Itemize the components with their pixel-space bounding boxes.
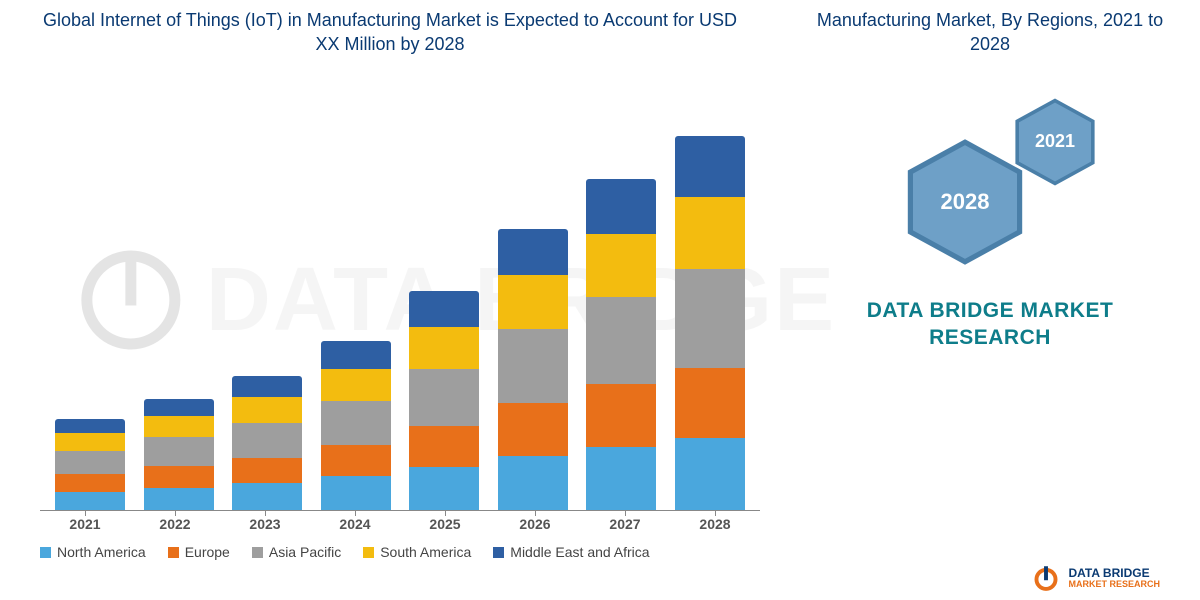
bar-segment [232, 376, 302, 397]
bar-stack [232, 376, 302, 510]
plot-frame [40, 70, 760, 510]
x-axis-labels: 2021 2022 2023 2024 2025 2026 2027 2028 [40, 516, 760, 532]
bar-segment [55, 492, 125, 510]
legend-label: Europe [185, 544, 230, 560]
legend-swatch [493, 547, 504, 558]
bar-segment [409, 426, 479, 467]
x-axis-label: 2022 [140, 516, 210, 532]
bar-segment [675, 438, 745, 510]
chart-title: Global Internet of Things (IoT) in Manuf… [0, 0, 780, 57]
x-axis-label: 2025 [410, 516, 480, 532]
hexagon-small: 2021 [1010, 97, 1100, 187]
legend-swatch [168, 547, 179, 558]
brand-line-1: DATA BRIDGE MARKET [780, 297, 1200, 324]
bar-segment [675, 269, 745, 368]
bar-segment [586, 384, 656, 446]
bar-segment [55, 433, 125, 450]
bar-segment [232, 483, 302, 510]
legend-item: Europe [168, 544, 230, 560]
bar-segment [144, 399, 214, 416]
legend-item: North America [40, 544, 146, 560]
bar-segment [409, 291, 479, 327]
legend-item: Asia Pacific [252, 544, 341, 560]
bar-stack [409, 291, 479, 510]
bar-segment [409, 467, 479, 510]
bar-segment [232, 397, 302, 423]
bar-segment [232, 423, 302, 458]
legend-swatch [252, 547, 263, 558]
bar-column [144, 70, 214, 510]
bar-segment [498, 403, 568, 456]
bar-segment [498, 329, 568, 403]
x-axis-label: 2021 [50, 516, 120, 532]
right-panel-title: Manufacturing Market, By Regions, 2021 t… [780, 8, 1200, 57]
bar-segment [586, 297, 656, 384]
bar-stack [498, 229, 568, 510]
bar-segment [498, 275, 568, 329]
legend-label: Middle East and Africa [510, 544, 649, 560]
bar-segment [321, 341, 391, 369]
x-axis-label: 2024 [320, 516, 390, 532]
bar-stack [144, 399, 214, 511]
root-container: DATA BRIDGE Global Internet of Things (I… [0, 0, 1200, 600]
brand-name: DATA BRIDGE MARKET RESEARCH [780, 297, 1200, 352]
bar-segment [321, 369, 391, 401]
bar-segment [675, 368, 745, 439]
bar-column [586, 70, 656, 510]
bar-segment [144, 437, 214, 466]
bar-segment [55, 474, 125, 491]
x-axis-line [40, 510, 760, 511]
bar-stack [675, 136, 745, 510]
bar-segment [409, 369, 479, 426]
bar-segment [409, 327, 479, 369]
legend-swatch [363, 547, 374, 558]
hexagon-label: 2021 [1035, 131, 1075, 152]
legend-label: Asia Pacific [269, 544, 341, 560]
bar-segment [144, 466, 214, 487]
chart-legend: North America Europe Asia Pacific South Ame… [40, 544, 780, 560]
brand-line-2: RESEARCH [780, 324, 1200, 351]
bar-column [321, 70, 391, 510]
x-axis-label: 2026 [500, 516, 570, 532]
chart-panel: Global Internet of Things (IoT) in Manuf… [0, 0, 780, 600]
bar-segment [586, 234, 656, 297]
bar-segment [321, 401, 391, 445]
plot-area [40, 70, 760, 510]
bar-segment [55, 419, 125, 433]
bar-segment [321, 445, 391, 477]
x-axis-label: 2028 [680, 516, 750, 532]
legend-item: Middle East and Africa [493, 544, 649, 560]
bar-segment [675, 136, 745, 197]
bar-segment [144, 488, 214, 511]
bar-column [498, 70, 568, 510]
right-panel: Manufacturing Market, By Regions, 2021 t… [780, 0, 1200, 600]
bar-segment [55, 451, 125, 475]
legend-label: South America [380, 544, 471, 560]
x-axis-label: 2027 [590, 516, 660, 532]
bar-stack [586, 179, 656, 511]
legend-label: North America [57, 544, 146, 560]
bar-segment [498, 229, 568, 275]
bar-stack [321, 341, 391, 510]
bar-segment [498, 456, 568, 510]
hexagon-label: 2028 [941, 189, 990, 215]
bar-stack [55, 419, 125, 510]
bar-segment [321, 476, 391, 510]
bar-segment [586, 447, 656, 510]
x-axis-label: 2023 [230, 516, 300, 532]
legend-swatch [40, 547, 51, 558]
bar-segment [586, 179, 656, 234]
bar-segment [144, 416, 214, 437]
bar-segment [675, 197, 745, 269]
bar-column [409, 70, 479, 510]
bar-column [232, 70, 302, 510]
bar-column [55, 70, 125, 510]
legend-item: South America [363, 544, 471, 560]
bar-column [675, 70, 745, 510]
bar-segment [232, 458, 302, 484]
hexagon-group: 2028 2021 [780, 77, 1200, 297]
